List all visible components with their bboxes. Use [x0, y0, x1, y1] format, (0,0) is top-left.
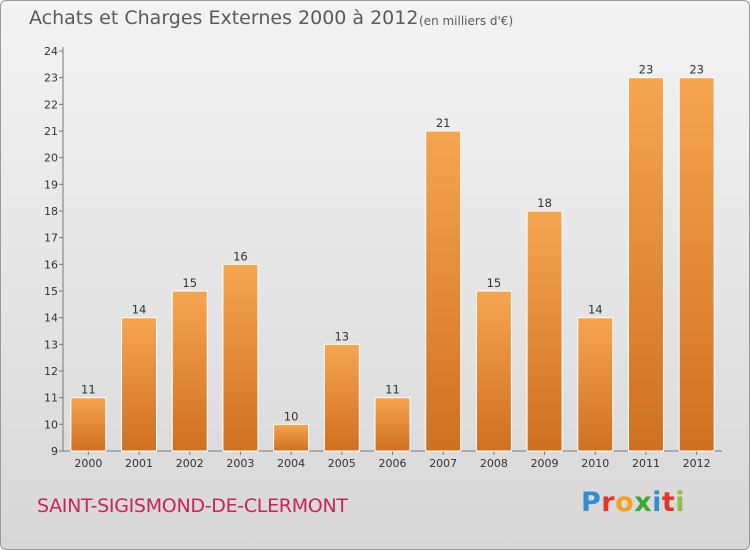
y-tick-label: 18 [44, 205, 58, 218]
x-tick-label: 2001 [125, 457, 153, 470]
x-tick-label: 2011 [632, 457, 660, 470]
logo-letter: i [652, 487, 662, 518]
x-tick-label: 2008 [480, 457, 508, 470]
logo-letter: i [675, 487, 686, 518]
value-label-2006: 11 [385, 383, 400, 397]
bar-2009 [526, 210, 563, 452]
logo-letter: t [661, 487, 676, 518]
x-tick-label: 2005 [328, 457, 356, 470]
logo-letter: r [601, 487, 616, 518]
x-tick-label: 2009 [531, 457, 559, 470]
proxiti-logo: Proxiti [581, 487, 685, 518]
value-label-2009: 18 [537, 196, 552, 210]
chart-unit: (en milliers d'€) [419, 14, 514, 28]
bar-2012 [678, 77, 715, 452]
logo-letter: x [634, 487, 653, 518]
bar-2008 [475, 290, 512, 452]
bar-2004 [273, 423, 310, 452]
bar-2001 [121, 317, 158, 452]
value-label-2000: 11 [81, 383, 96, 397]
x-tick-label: 2010 [581, 457, 609, 470]
y-tick-label: 22 [44, 98, 58, 111]
x-tick-label: 2002 [176, 457, 204, 470]
y-tick-label: 13 [44, 338, 58, 351]
value-label-2005: 13 [334, 329, 349, 343]
x-tick-label: 2000 [74, 457, 102, 470]
bar-2002 [171, 290, 208, 452]
value-label-2011: 23 [639, 63, 654, 77]
bar-2000 [70, 397, 107, 452]
y-tick-label: 15 [44, 285, 58, 298]
bar-2007 [425, 130, 462, 452]
y-tick-label: 24 [44, 45, 58, 58]
x-tick-label: 2007 [429, 457, 457, 470]
bar-2006 [374, 397, 411, 452]
chart-labels: 11 14 15 16 10 13 11 21 15 18 14 23 23 [81, 63, 704, 424]
value-label-2010: 14 [588, 303, 603, 317]
y-tick-label: 17 [44, 232, 58, 245]
y-tick-label: 20 [44, 152, 58, 165]
value-label-2008: 15 [487, 276, 502, 290]
value-label-2007: 21 [436, 116, 451, 130]
chart-bars [70, 77, 715, 452]
x-tick-label: 2004 [277, 457, 305, 470]
y-tick-label: 19 [44, 178, 58, 191]
bar-2005 [323, 343, 360, 452]
value-label-2002: 15 [182, 276, 197, 290]
value-label-2004: 10 [284, 409, 299, 423]
chart-title: Achats et Charges Externes 2000 à 2012 [29, 7, 419, 29]
bar-2003 [222, 263, 259, 452]
y-tick-label: 23 [44, 72, 58, 85]
value-label-2012: 23 [689, 63, 704, 77]
y-tick-label: 16 [44, 258, 58, 271]
x-tick-label: 2012 [683, 457, 711, 470]
bar-2010 [577, 317, 614, 452]
y-tick-label: 21 [44, 125, 58, 138]
y-tick-label: 9 [51, 445, 58, 458]
x-tick-label: 2006 [379, 457, 407, 470]
value-label-2001: 14 [132, 303, 147, 317]
x-tick-label: 2003 [226, 457, 254, 470]
y-tick-label: 11 [44, 392, 58, 405]
logo-letter: P [581, 487, 602, 518]
y-tick-label: 12 [44, 365, 58, 378]
y-tick-label: 10 [44, 418, 58, 431]
logo-letter: o [615, 487, 635, 518]
bar-2011 [627, 77, 664, 452]
y-tick-label: 14 [44, 312, 58, 325]
value-label-2003: 16 [233, 249, 248, 263]
commune-name: SAINT-SIGISMOND-DE-CLERMONT [37, 495, 348, 517]
